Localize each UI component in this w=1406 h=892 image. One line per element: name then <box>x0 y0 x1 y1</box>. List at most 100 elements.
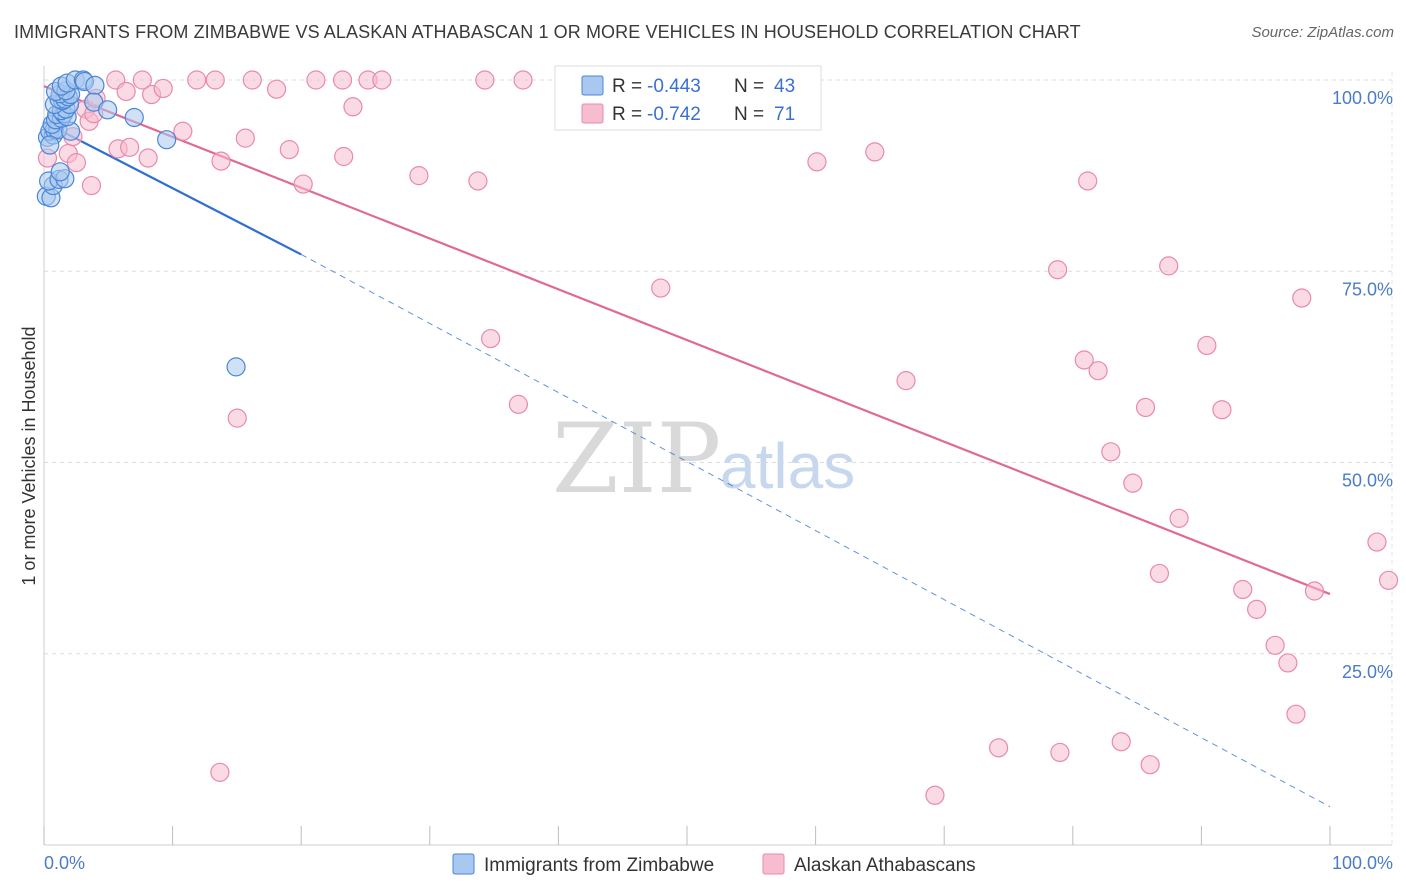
watermark-atlas: atlas <box>720 430 855 502</box>
point-series1-38 <box>98 100 118 120</box>
point-series2-28 <box>409 166 429 186</box>
point-series2-48 <box>1123 473 1143 493</box>
point-series2-38 <box>896 371 916 391</box>
point-series2-18 <box>242 70 262 90</box>
watermark-zip: ZIP <box>552 403 721 515</box>
point-series2-50 <box>1140 755 1160 775</box>
point-series2-65 <box>187 70 207 90</box>
point-series2-54 <box>1197 335 1217 356</box>
bottom-legend-label-series1: Immigrants from Zimbabwe <box>484 855 714 876</box>
point-series2-29 <box>468 171 488 191</box>
point-series2-32 <box>508 394 529 414</box>
point-series2-41 <box>1048 260 1068 280</box>
point-series2-43 <box>1074 350 1094 370</box>
axes <box>43 66 1392 846</box>
point-series2-63 <box>1367 532 1387 552</box>
point-series2-58 <box>1265 635 1285 655</box>
point-series2-51 <box>1149 563 1170 584</box>
point-series2-17 <box>235 128 255 148</box>
point-series2-56 <box>1233 579 1253 600</box>
trend-line-series2 <box>43 85 1331 596</box>
point-series2-8 <box>81 175 102 196</box>
trend-lines <box>43 85 1331 808</box>
point-series1-36 <box>85 75 105 95</box>
point-series2-42 <box>1050 742 1070 763</box>
point-series1-39 <box>124 107 144 128</box>
point-series2-52 <box>1159 256 1179 276</box>
point-series2-10 <box>120 137 140 157</box>
trend-extension-series1 <box>300 253 1331 808</box>
series-alaskan-athabascans <box>37 70 1399 805</box>
point-series2-27 <box>372 70 392 90</box>
point-series2-31 <box>481 328 501 349</box>
legend-r-label-2: R = <box>612 104 642 125</box>
point-series2-15 <box>211 151 231 171</box>
legend-r-value-1: -0.443 <box>647 76 701 97</box>
legend-r-label-1: R = <box>612 76 642 97</box>
point-series2-24 <box>334 146 354 167</box>
point-series2-13 <box>153 78 173 99</box>
legend-n-value-1: 43 <box>774 76 795 97</box>
point-series2-66 <box>205 70 225 90</box>
point-series2-40 <box>988 738 1009 758</box>
legend: R = -0.443 N = 43 R = -0.742 N = 71 <box>554 65 822 131</box>
point-series2-2 <box>66 153 86 173</box>
chart-title: IMMIGRANTS FROM ZIMBABWE VS ALASKAN ATHA… <box>14 22 1081 42</box>
bottom-legend-label-series2: Alaskan Athabascans <box>794 855 976 876</box>
point-series2-60 <box>1286 704 1306 724</box>
point-series2-70 <box>210 762 230 782</box>
point-series2-69 <box>116 81 136 102</box>
point-series2-23 <box>332 70 353 90</box>
y-tick-label-75: 75.0% <box>1342 279 1393 299</box>
point-series2-22 <box>306 70 326 90</box>
legend-swatch-series2 <box>581 103 604 124</box>
point-series2-61 <box>1292 288 1312 308</box>
y-tick-label-25: 25.0% <box>1342 662 1393 682</box>
legend-r-value-2: -0.742 <box>647 104 701 125</box>
point-series2-33 <box>513 70 533 90</box>
point-series2-62 <box>1304 581 1325 601</box>
x-tick-label-0: 0.0% <box>44 853 85 873</box>
point-series2-36 <box>807 152 827 172</box>
point-series2-11 <box>138 148 158 168</box>
point-series1-40 <box>157 130 177 150</box>
x-tick-label-100: 100.0% <box>1332 853 1393 873</box>
legend-n-label-2: N = <box>734 104 764 125</box>
point-series2-59 <box>1278 653 1298 673</box>
point-series2-30 <box>475 70 495 90</box>
point-series2-25 <box>343 97 363 117</box>
legend-n-label-1: N = <box>734 76 764 97</box>
point-series2-68 <box>132 70 152 90</box>
point-series2-19 <box>266 79 287 99</box>
bottom-legend-swatch-series1 <box>452 853 475 875</box>
point-series2-46 <box>1101 442 1121 462</box>
y-axis-title: 1 or more Vehicles in Household <box>19 326 39 585</box>
point-series1-6 <box>50 162 70 182</box>
point-series2-39 <box>925 785 945 805</box>
legend-swatch-series1 <box>581 75 604 96</box>
point-series2-49 <box>1135 397 1156 418</box>
point-series2-53 <box>1169 508 1189 528</box>
x-tick-labels: 0.0% 100.0% <box>44 853 1393 873</box>
point-series2-20 <box>279 140 299 160</box>
point-series2-44 <box>1078 171 1098 191</box>
point-series1-42 <box>40 135 60 155</box>
point-series1-41 <box>226 357 246 377</box>
bottom-legend: Immigrants from Zimbabwe Alaskan Athabas… <box>452 853 976 876</box>
point-series2-37 <box>865 142 885 162</box>
point-series2-45 <box>1088 361 1108 381</box>
series-immigrants-zimbabwe <box>36 70 246 377</box>
point-series2-14 <box>173 121 193 141</box>
trend-line-series1 <box>43 121 302 256</box>
point-series2-55 <box>1212 400 1232 420</box>
y-tick-labels: 25.0% 50.0% 75.0% 100.0% <box>1332 88 1393 682</box>
point-series2-47 <box>1111 732 1131 752</box>
point-series2-21 <box>293 174 313 194</box>
bottom-legend-swatch-series2 <box>762 853 785 875</box>
point-series2-64 <box>1378 570 1399 590</box>
watermark: ZIP atlas <box>552 403 855 515</box>
point-series2-34 <box>651 278 671 298</box>
y-tick-label-50: 50.0% <box>1342 471 1393 491</box>
point-series2-16 <box>227 408 247 428</box>
